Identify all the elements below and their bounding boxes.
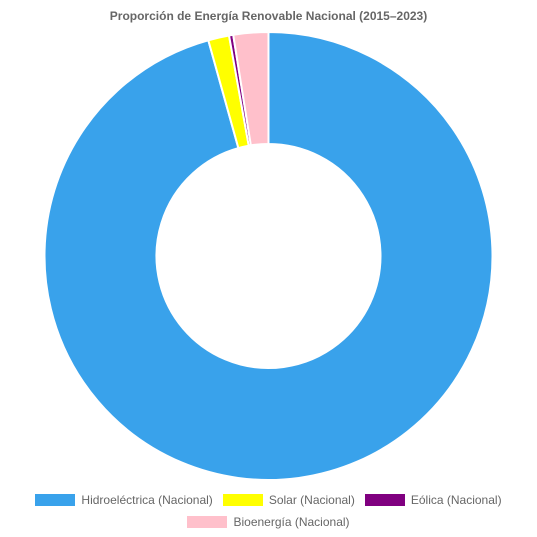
legend-row-2: Bioenergía (Nacional) (0, 511, 537, 533)
legend-label-hidroelectrica: Hidroeléctrica (Nacional) (81, 493, 213, 507)
chart-legend: Hidroeléctrica (Nacional) Solar (Naciona… (0, 489, 537, 533)
legend-item-bioenergia[interactable]: Bioenergía (Nacional) (187, 515, 350, 529)
legend-row-1: Hidroeléctrica (Nacional) Solar (Naciona… (0, 489, 537, 511)
chart-title: Proporción de Energía Renovable Nacional… (109, 9, 428, 23)
legend-label-eolica: Eólica (Nacional) (410, 493, 502, 507)
legend-item-eolica[interactable]: Eólica (Nacional) (364, 493, 502, 507)
legend-label-bioenergia: Bioenergía (Nacional) (233, 515, 350, 529)
legend-swatch-eolica (364, 494, 405, 506)
legend-swatch-hidroelectrica (35, 494, 76, 506)
legend-item-solar[interactable]: Solar (Nacional) (222, 493, 355, 507)
legend-swatch-bioenergia (187, 516, 228, 528)
legend-swatch-solar (222, 494, 263, 506)
slice-hidroelectrica[interactable] (43, 30, 494, 481)
slice-bioenergia[interactable] (232, 30, 270, 147)
legend-item-hidroelectrica[interactable]: Hidroeléctrica (Nacional) (35, 493, 213, 507)
legend-label-solar: Solar (Nacional) (268, 493, 355, 507)
